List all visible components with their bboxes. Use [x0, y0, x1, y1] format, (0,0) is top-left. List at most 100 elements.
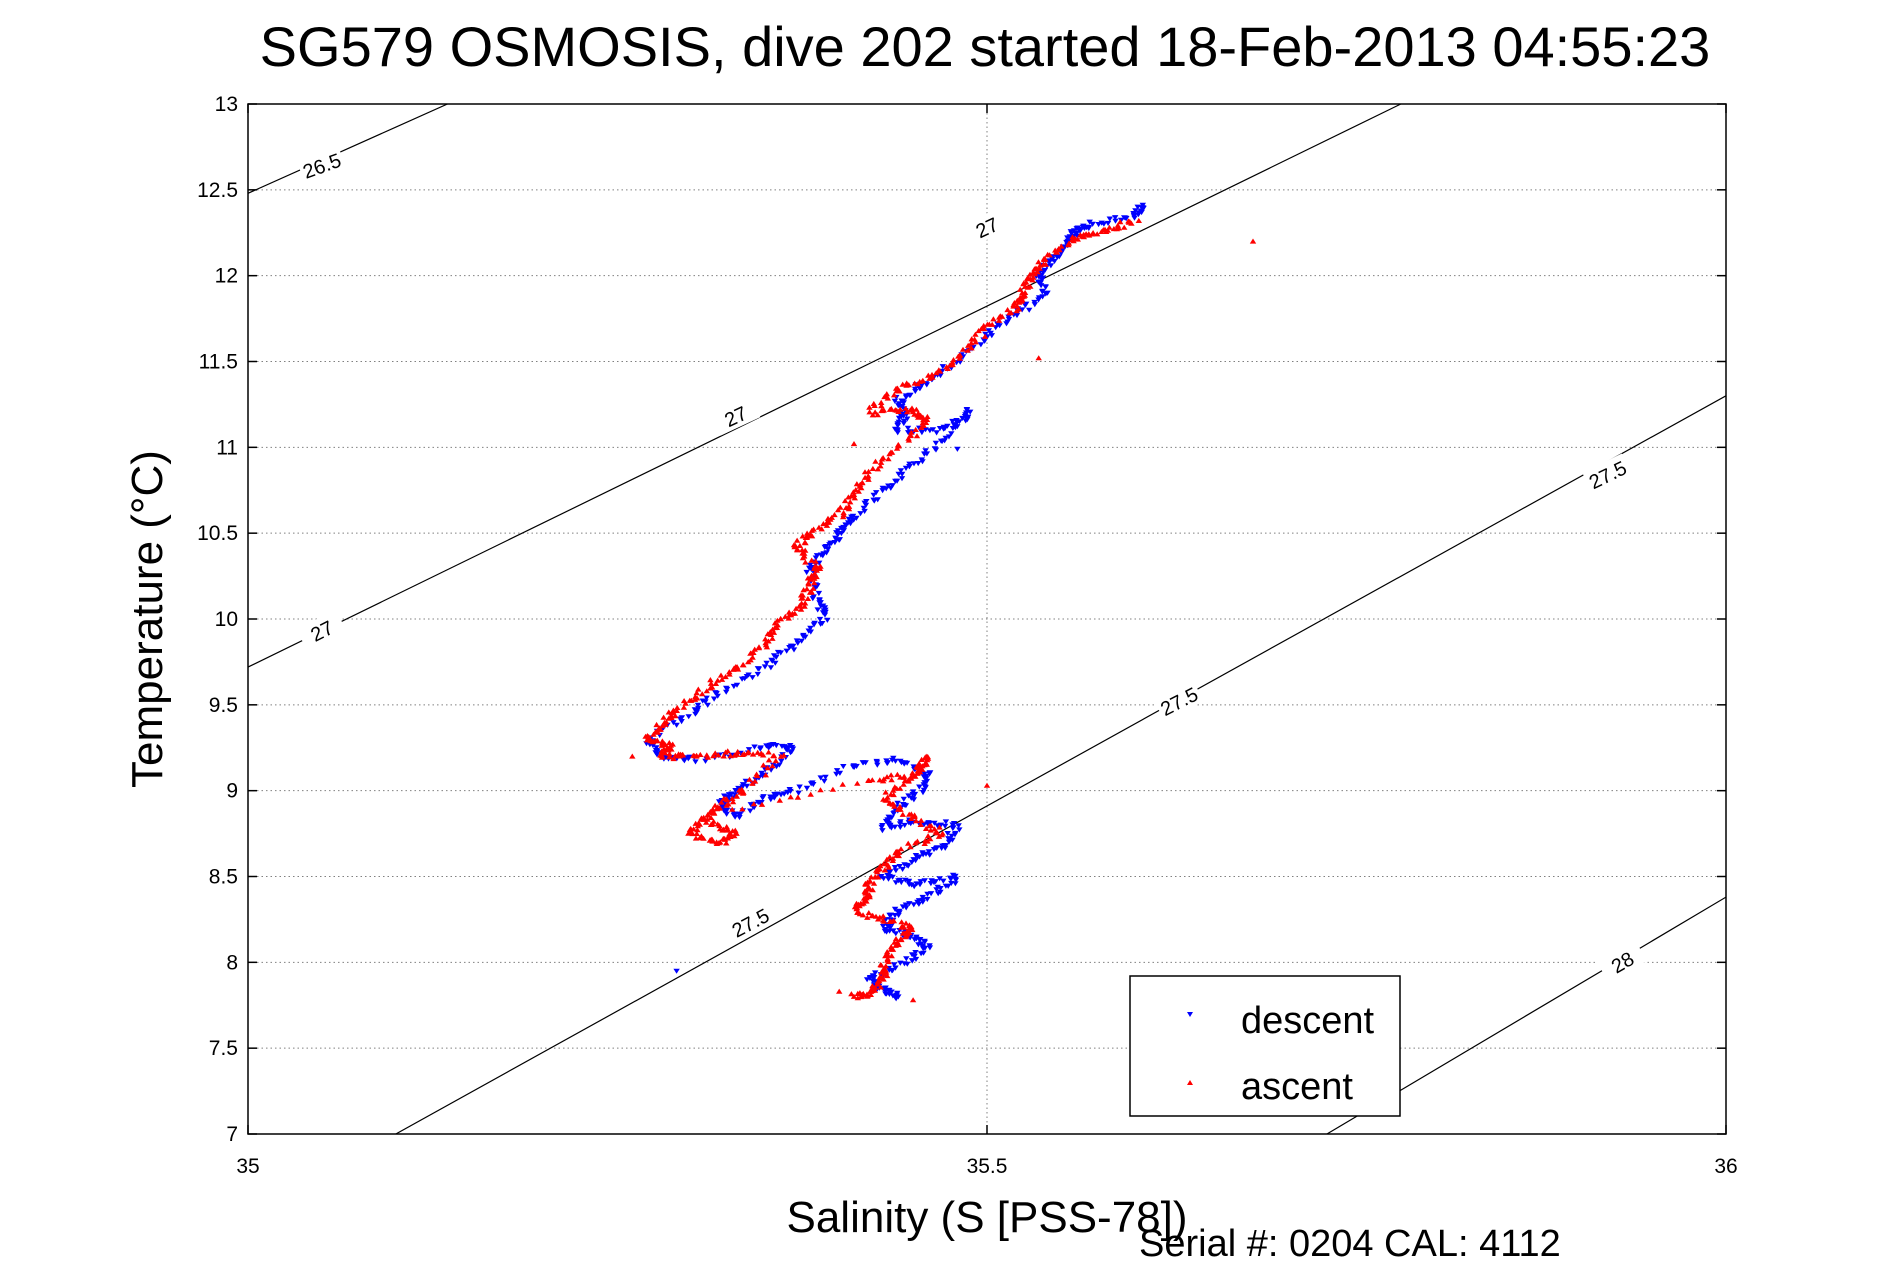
ascent-point — [665, 709, 672, 715]
ascent-point — [802, 559, 809, 565]
descent-point — [892, 880, 900, 886]
ascent-point — [668, 713, 675, 719]
descent-point — [798, 638, 805, 644]
descent-point — [897, 468, 905, 474]
descent-point — [921, 939, 928, 945]
descent-point — [908, 952, 916, 958]
descent-point — [933, 845, 941, 851]
ascent-point — [817, 787, 824, 793]
ascent-point — [660, 714, 667, 720]
ascent-point — [871, 874, 879, 880]
y-tick-label: 8.5 — [209, 866, 238, 889]
ascent-point — [902, 405, 909, 411]
descent-point — [861, 508, 868, 514]
descent-point — [767, 665, 775, 671]
ascent-point — [726, 671, 733, 677]
ascent-point — [762, 640, 769, 646]
descent-point — [962, 418, 969, 424]
descent-point — [894, 800, 901, 806]
descent-point — [686, 754, 693, 760]
descent-point — [1054, 254, 1061, 260]
ascent-point — [652, 729, 659, 735]
contour-label-backing — [1596, 940, 1648, 983]
contour-label-backing — [724, 901, 776, 943]
ascent-point — [786, 611, 793, 617]
descent-point — [889, 874, 896, 880]
descent-point — [817, 603, 825, 609]
ascent-point — [1052, 249, 1060, 255]
ascent-point — [723, 840, 730, 846]
descent-point — [898, 879, 905, 886]
ascent-point — [882, 797, 889, 803]
y-tick-label: 7 — [226, 1123, 238, 1146]
descent-point — [919, 899, 926, 905]
descent-point — [784, 747, 791, 753]
ascent-point — [865, 884, 872, 890]
ascent-point — [956, 352, 963, 358]
ascent-point — [754, 749, 761, 755]
descent-point — [836, 770, 844, 776]
ascent-point — [770, 753, 777, 759]
ascent-point — [792, 605, 800, 611]
ascent-point — [834, 507, 842, 513]
ascent-point — [707, 821, 715, 827]
ascent-point — [893, 388, 900, 394]
ascent-point — [666, 746, 673, 752]
ascent-point — [854, 990, 861, 996]
descent-point — [963, 410, 970, 416]
descent-point — [904, 416, 911, 422]
descent-point — [738, 676, 746, 682]
descent-point — [823, 550, 830, 556]
descent-point — [742, 778, 749, 784]
descent-point — [1005, 316, 1013, 322]
descent-point — [809, 780, 816, 786]
descent-point — [853, 763, 860, 769]
descent-point — [944, 423, 951, 429]
ascent-point — [882, 789, 889, 795]
descent-point — [950, 825, 957, 831]
ascent-point — [895, 442, 902, 448]
descent-point — [1131, 215, 1138, 221]
descent-point — [915, 461, 922, 467]
descent-point — [692, 759, 699, 765]
ascent-point — [707, 677, 714, 683]
ascent-point — [776, 797, 783, 803]
ascent-point — [936, 368, 944, 374]
ascent-point — [739, 806, 746, 812]
ascent-point — [915, 414, 922, 420]
descent-point — [776, 762, 783, 768]
descent-point — [982, 331, 989, 337]
ascent-point — [724, 748, 731, 754]
descent-point — [1042, 291, 1049, 297]
ascent-point — [1033, 266, 1040, 272]
descent-point — [871, 498, 878, 504]
descent-point — [840, 528, 847, 534]
ascent-point — [808, 533, 816, 539]
ascent-point — [877, 984, 884, 990]
descent-point — [900, 400, 907, 406]
ascent-outlier — [629, 753, 636, 759]
descent-point — [919, 894, 926, 901]
ascent-point — [899, 381, 906, 387]
descent-point — [1040, 269, 1047, 275]
descent-point — [840, 764, 847, 770]
contour-line-26-5 — [248, 104, 448, 194]
ascent-point — [665, 715, 672, 721]
descent-point — [692, 711, 699, 717]
ascent-point — [912, 818, 920, 824]
ascent-point — [897, 936, 905, 942]
descent-point — [935, 891, 942, 897]
descent-point — [878, 824, 885, 830]
descent-point — [1112, 215, 1119, 221]
ascent-point — [885, 864, 892, 870]
ascent-point — [889, 855, 897, 861]
descent-point — [1064, 235, 1071, 241]
ascent-point — [886, 451, 893, 457]
descent-point — [895, 912, 902, 918]
descent-point — [1132, 208, 1139, 214]
descent-point — [931, 820, 938, 826]
ascent-point — [796, 542, 804, 548]
descent-point — [906, 464, 913, 470]
descent-point — [885, 876, 892, 882]
descent-point — [796, 784, 803, 790]
